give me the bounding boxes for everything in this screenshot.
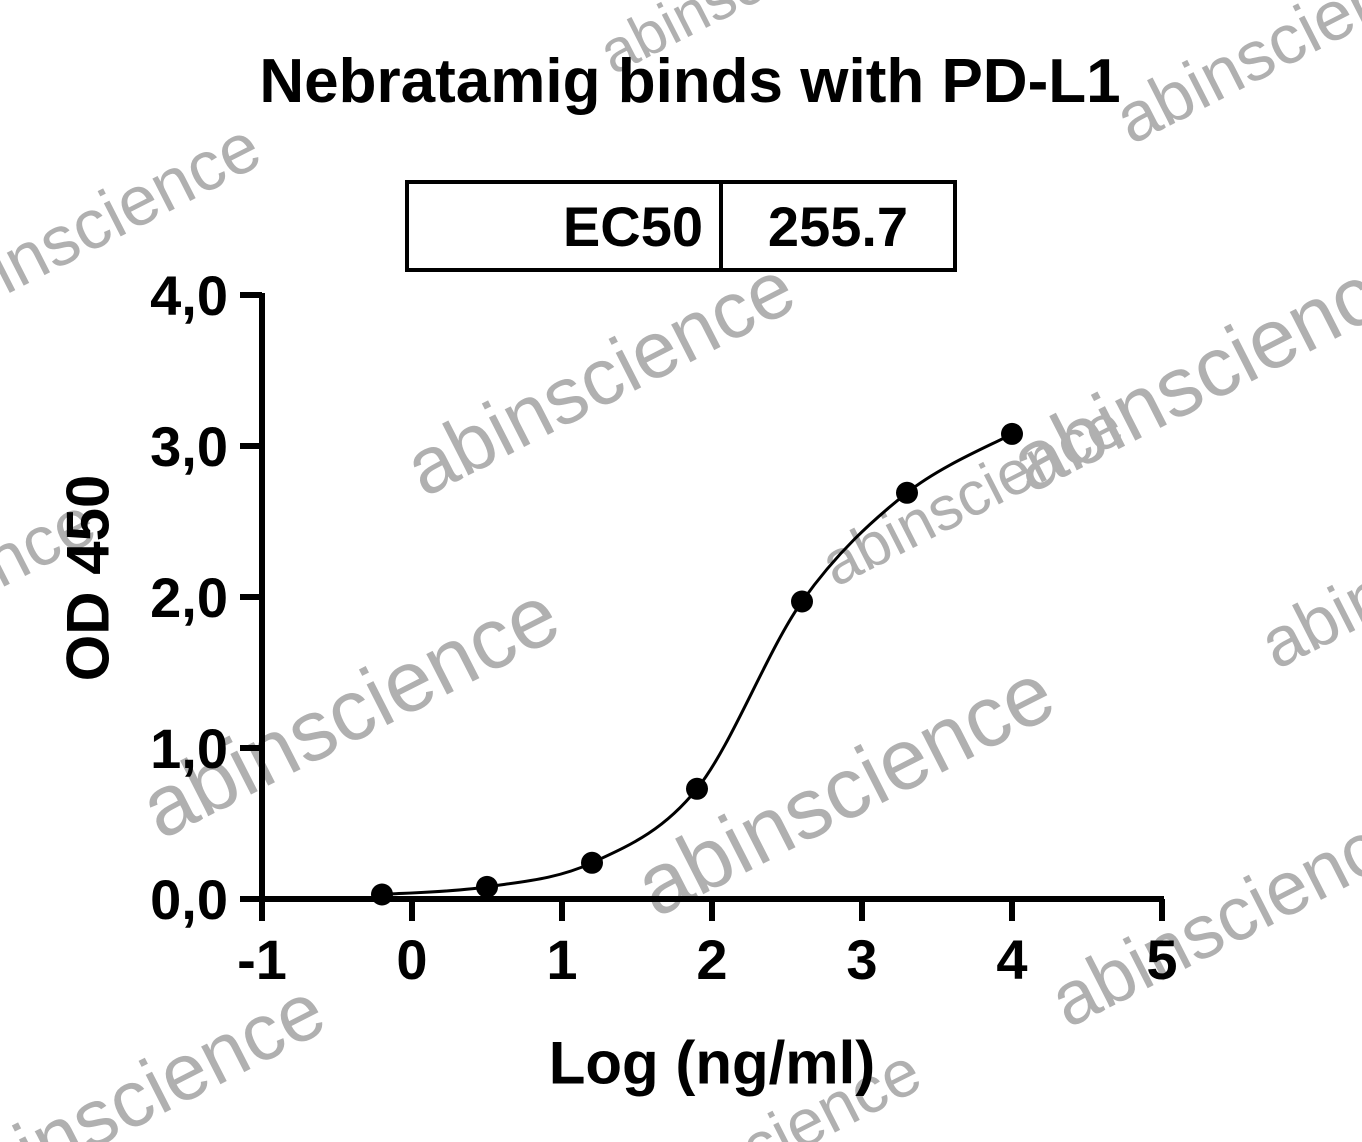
ec50-value-cell: 255.7 xyxy=(767,194,909,258)
x-tick-label: 3 xyxy=(846,928,877,991)
x-tick-label: 0 xyxy=(396,928,427,991)
y-tick-label: 3,0 xyxy=(150,415,228,478)
data-point xyxy=(1001,422,1023,445)
chart-title: Nebratamig binds with PD-L1 xyxy=(259,47,1121,116)
y-tick-label: 4,0 xyxy=(150,264,228,327)
x-tick-label: -1 xyxy=(237,928,287,991)
y-axis-title: OD 450 xyxy=(54,474,122,682)
data-point xyxy=(476,875,498,898)
data-point xyxy=(686,777,708,800)
ec50-label-cell: EC50 xyxy=(409,184,723,268)
x-tick-label: 2 xyxy=(696,928,727,991)
data-point xyxy=(581,851,603,874)
x-tick-label: 4 xyxy=(996,928,1027,991)
y-tick-label: 0,0 xyxy=(150,868,228,931)
x-tick-label: 5 xyxy=(1146,928,1177,991)
data-point xyxy=(371,883,393,906)
data-point xyxy=(896,481,918,504)
ec50-table: EC50 255.7 xyxy=(405,180,957,272)
y-tick-label: 2,0 xyxy=(150,566,228,629)
fit-curve xyxy=(381,432,1013,896)
x-tick-label: 1 xyxy=(546,928,577,991)
data-point xyxy=(791,590,813,613)
y-tick-label: 1,0 xyxy=(150,717,228,780)
x-axis-title: Log (ng/ml) xyxy=(548,1029,876,1097)
